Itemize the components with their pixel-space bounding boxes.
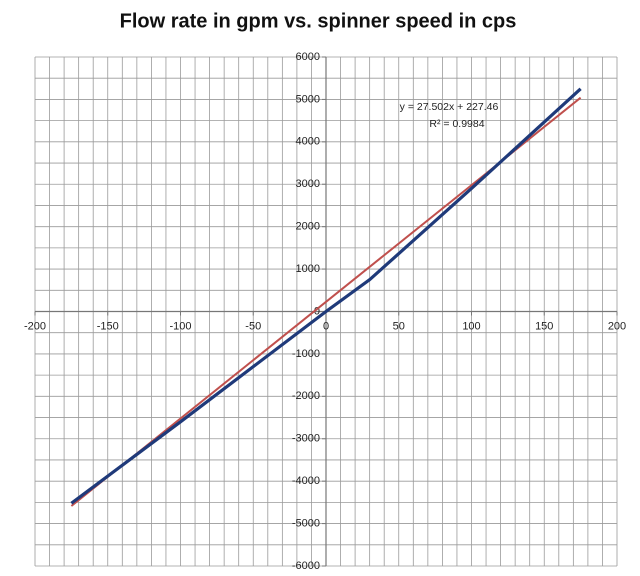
x-tick-label: 0	[323, 320, 329, 332]
y-tick-label: 2000	[296, 221, 320, 233]
x-tick-label: 50	[393, 320, 405, 332]
y-tick-label: -2000	[292, 390, 320, 402]
y-tick-label: -5000	[292, 517, 320, 529]
x-tick-label: -200	[24, 320, 46, 332]
y-tick-label: 4000	[296, 136, 320, 148]
y-tick-label: 5000	[296, 93, 320, 105]
y-tick-label: -1000	[292, 348, 320, 360]
x-tick-label: 200	[608, 320, 626, 332]
x-tick-label: -100	[169, 320, 191, 332]
annotation: R² = 0.9984	[429, 118, 484, 130]
y-tick-label: 1000	[296, 263, 320, 275]
x-tick-label: 150	[535, 320, 553, 332]
x-tick-label: -150	[97, 320, 119, 332]
x-tick-label: -50	[245, 320, 261, 332]
data-line	[70, 87, 582, 505]
y-tick-label: 6000	[296, 51, 320, 63]
annotation: y = 27.502x + 227.46	[400, 101, 499, 113]
y-tick-label: -4000	[292, 475, 320, 487]
x-tick-label: 100	[462, 320, 480, 332]
y-tick-label: -6000	[292, 560, 320, 572]
y-tick-label: 0	[314, 305, 320, 317]
y-tick-label: 3000	[296, 178, 320, 190]
y-tick-label: -3000	[292, 433, 320, 445]
chart-title: Flow rate in gpm vs. spinner speed in cp…	[120, 10, 517, 32]
